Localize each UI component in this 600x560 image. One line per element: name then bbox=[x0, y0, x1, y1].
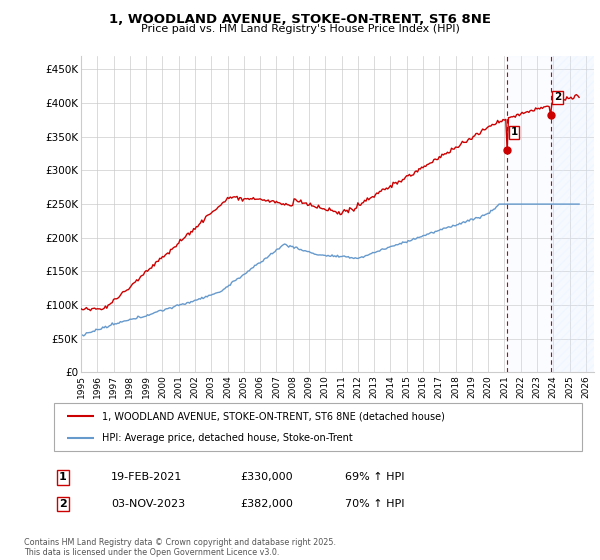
Text: 69% ↑ HPI: 69% ↑ HPI bbox=[345, 472, 404, 482]
Text: 2: 2 bbox=[554, 92, 561, 102]
Text: 2: 2 bbox=[59, 499, 67, 509]
Text: HPI: Average price, detached house, Stoke-on-Trent: HPI: Average price, detached house, Stok… bbox=[101, 433, 352, 443]
Text: 1, WOODLAND AVENUE, STOKE-ON-TRENT, ST6 8NE (detached house): 1, WOODLAND AVENUE, STOKE-ON-TRENT, ST6 … bbox=[101, 411, 445, 421]
FancyBboxPatch shape bbox=[54, 403, 582, 451]
Bar bbox=[551, 56, 594, 372]
Text: 1: 1 bbox=[59, 472, 67, 482]
Text: 1: 1 bbox=[511, 128, 518, 137]
Text: 70% ↑ HPI: 70% ↑ HPI bbox=[345, 499, 404, 509]
Text: 03-NOV-2023: 03-NOV-2023 bbox=[111, 499, 185, 509]
Text: 19-FEB-2021: 19-FEB-2021 bbox=[111, 472, 182, 482]
Text: Price paid vs. HM Land Registry's House Price Index (HPI): Price paid vs. HM Land Registry's House … bbox=[140, 24, 460, 34]
Bar bbox=[506, 56, 551, 372]
Text: Contains HM Land Registry data © Crown copyright and database right 2025.
This d: Contains HM Land Registry data © Crown c… bbox=[24, 538, 336, 557]
Text: 1, WOODLAND AVENUE, STOKE-ON-TRENT, ST6 8NE: 1, WOODLAND AVENUE, STOKE-ON-TRENT, ST6 … bbox=[109, 13, 491, 26]
Text: £330,000: £330,000 bbox=[240, 472, 293, 482]
Text: £382,000: £382,000 bbox=[240, 499, 293, 509]
